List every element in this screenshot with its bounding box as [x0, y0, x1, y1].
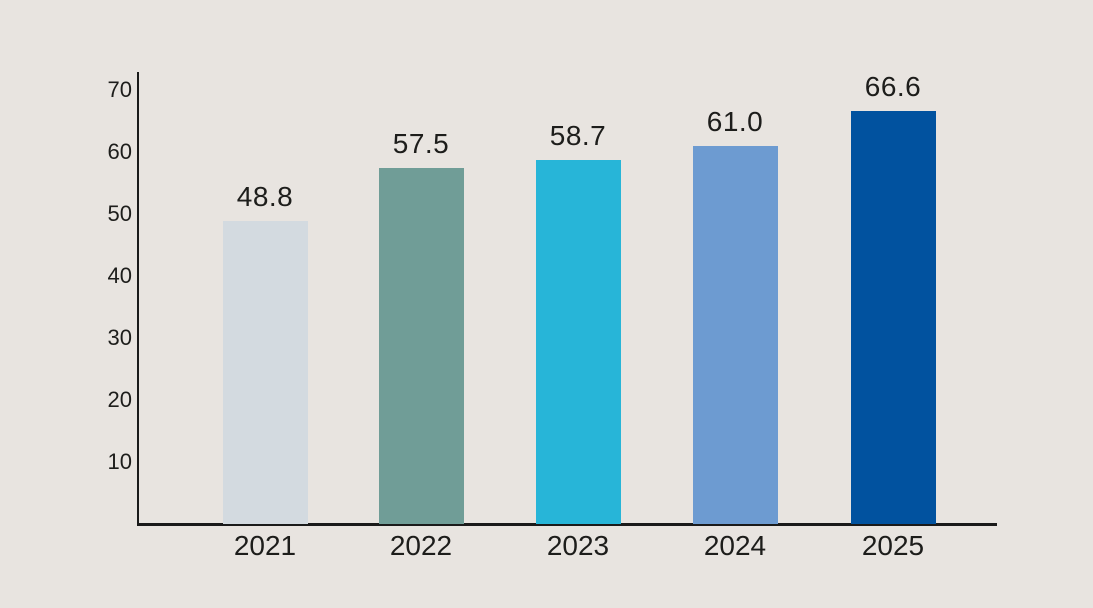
- y-tick-label-50: 50: [107, 201, 132, 226]
- bar-value-label-2024: 61.0: [706, 105, 764, 137]
- bar-2023: [535, 160, 621, 524]
- x-tick-label-2021: 2021: [233, 530, 297, 561]
- y-tick-label-40: 40: [107, 263, 132, 288]
- bar-value-label-2022: 57.5: [392, 127, 450, 159]
- y-tick-label-20: 20: [107, 387, 132, 412]
- x-axis-line: [137, 523, 997, 526]
- y-tick-label-30: 30: [107, 325, 132, 350]
- bar-value-label-2021: 48.8: [236, 181, 294, 213]
- x-tick-label-2024: 2024: [703, 530, 767, 561]
- bar-value-label-2025: 66.6: [864, 71, 922, 103]
- x-tick-label-2025: 2025: [861, 530, 925, 561]
- y-tick-label-10: 10: [107, 449, 132, 474]
- bar-2022: [378, 167, 464, 524]
- y-tick-label-70: 70: [107, 77, 132, 102]
- y-tick-label-60: 60: [107, 139, 132, 164]
- x-tick-label-2023: 2023: [546, 530, 610, 561]
- bar-2024: [692, 145, 778, 524]
- y-axis-line: [137, 72, 139, 525]
- x-tick-label-2022: 2022: [389, 530, 453, 561]
- bar-value-label-2023: 58.7: [549, 120, 607, 152]
- bar-2021: [222, 221, 308, 524]
- bar-2025: [850, 111, 936, 524]
